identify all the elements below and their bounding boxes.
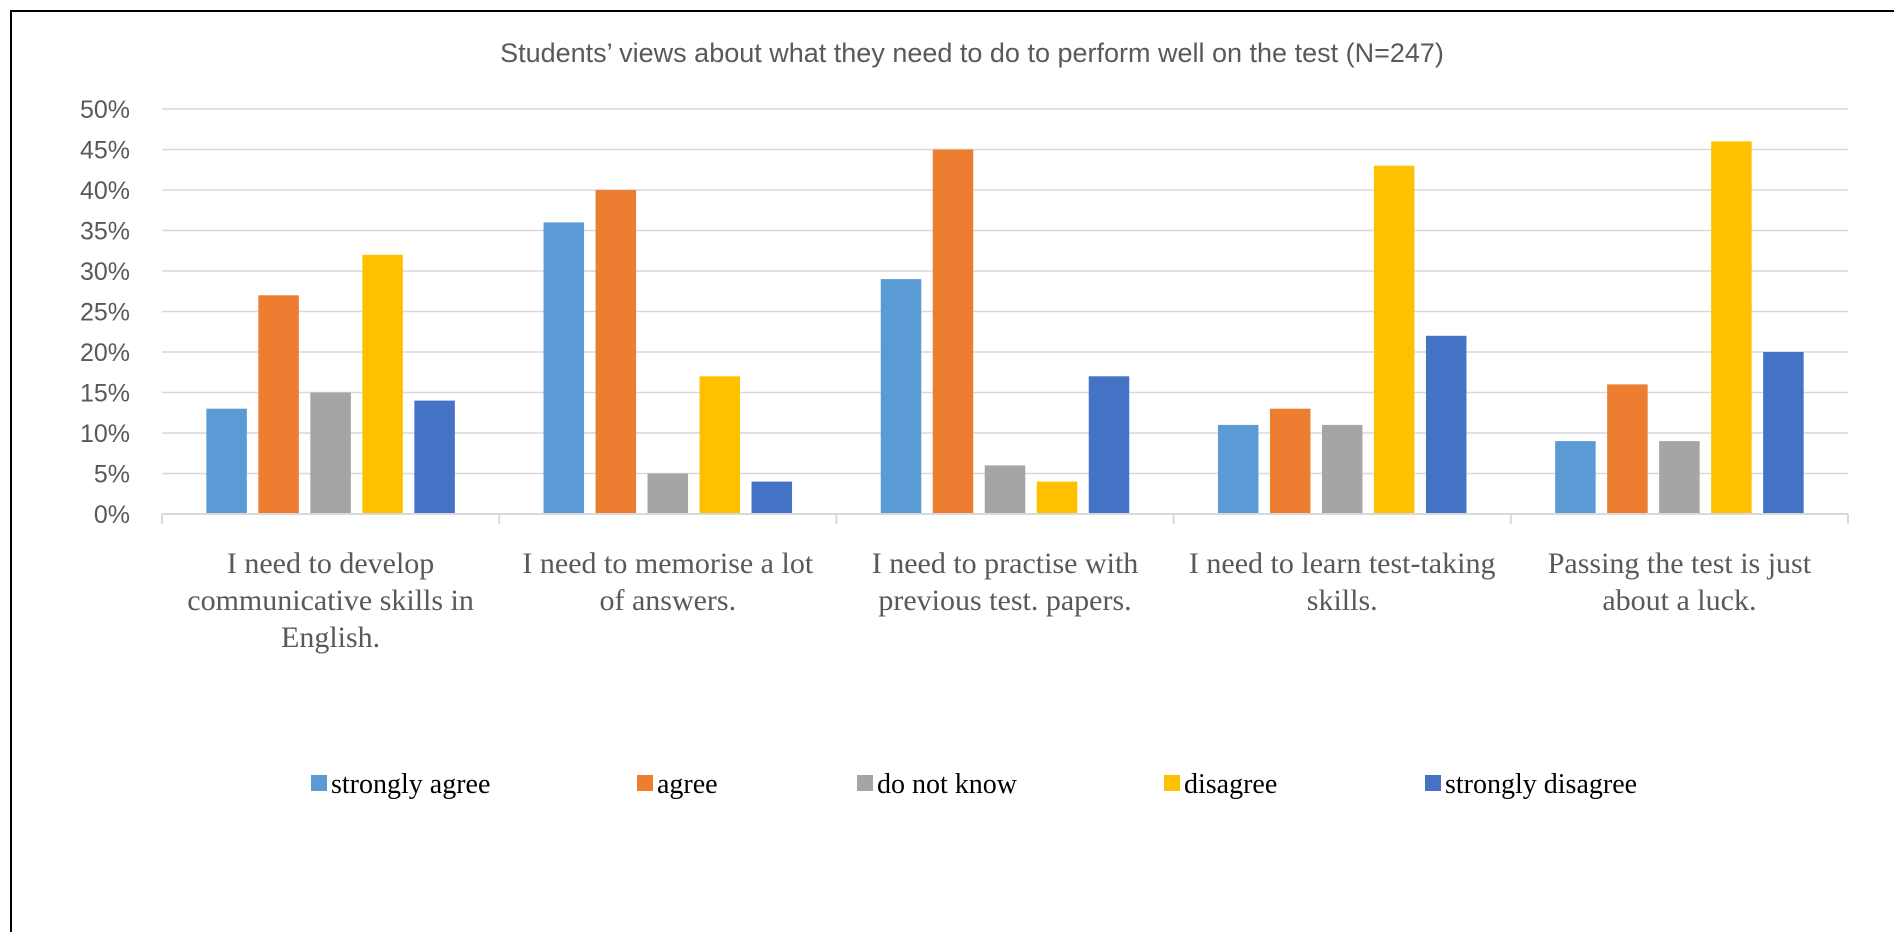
bars [206,141,1804,515]
bar [1373,165,1415,514]
bar [1088,376,1130,514]
legend-item: agree [637,769,718,800]
legend: strongly agree agree do not know disagree st… [311,769,1637,800]
y-axis-ticks: 0% 5% 10% 15% 20% 25% 30% 35% 40% 45% 50% [80,96,130,529]
legend-label: disagree [1184,769,1277,800]
bar [595,190,637,514]
bar [543,222,585,514]
bar [1711,141,1752,514]
bar [984,465,1026,514]
bar [699,376,741,514]
legend-swatch [637,775,653,791]
chart-title: Students’ views about what they need to … [500,38,1444,68]
x-category-label: I need to learn test-taking [1189,547,1496,580]
x-axis [161,513,1849,524]
x-category-label: skills. [1307,584,1378,617]
legend-label: strongly agree [331,769,490,800]
bar [880,279,922,514]
bar [751,481,793,514]
x-category-label: English. [281,621,380,654]
bar [414,400,455,514]
legend-swatch [1164,775,1180,791]
x-category-label: of answers. [599,584,736,617]
bar [206,408,247,514]
y-tick-label: 10% [80,420,130,448]
y-tick-label: 40% [80,177,130,205]
x-category-label: I need to practise with [872,547,1139,580]
legend-label: do not know [877,769,1018,800]
chart-frame: Students’ views about what they need to … [10,10,1894,932]
x-category-label: previous test. papers. [878,584,1131,617]
bar-chart: Students’ views about what they need to … [80,38,1849,800]
bar [1321,424,1363,514]
legend-item: strongly disagree [1425,769,1637,800]
legend-item: do not know [857,769,1018,800]
bar [1555,441,1596,514]
bar [1763,352,1804,514]
x-category-label: communicative skills in [187,584,474,617]
x-category-label: I need to develop [227,547,434,580]
bar [1425,335,1467,514]
x-category-label: I need to memorise a lot [522,547,813,580]
x-axis-categories: I need to develop communicative skills in… [187,547,1811,654]
bar [647,473,689,514]
bar [1659,441,1700,514]
bar [932,149,974,514]
bar [1217,424,1259,514]
legend-swatch [857,775,873,791]
bar [1269,408,1311,514]
bar [1607,384,1648,514]
y-tick-label: 15% [80,380,130,408]
legend-swatch [1425,775,1441,791]
y-tick-label: 25% [80,299,130,327]
bar [362,254,403,515]
y-tick-label: 0% [94,501,130,529]
legend-item: disagree [1164,769,1277,800]
bar [258,295,299,514]
legend-swatch [311,775,327,791]
legend-label: agree [657,769,718,800]
y-tick-label: 50% [80,96,130,124]
y-tick-label: 30% [80,258,130,286]
y-tick-label: 5% [94,461,130,489]
y-tick-label: 45% [80,137,130,165]
x-category-label: Passing the test is just [1548,547,1812,580]
bar [1036,481,1078,514]
legend-item: strongly agree [311,769,490,800]
y-tick-label: 35% [80,218,130,246]
x-category-label: about a luck. [1602,584,1756,617]
y-tick-label: 20% [80,339,130,367]
legend-label: strongly disagree [1445,769,1637,800]
bar [310,392,351,514]
